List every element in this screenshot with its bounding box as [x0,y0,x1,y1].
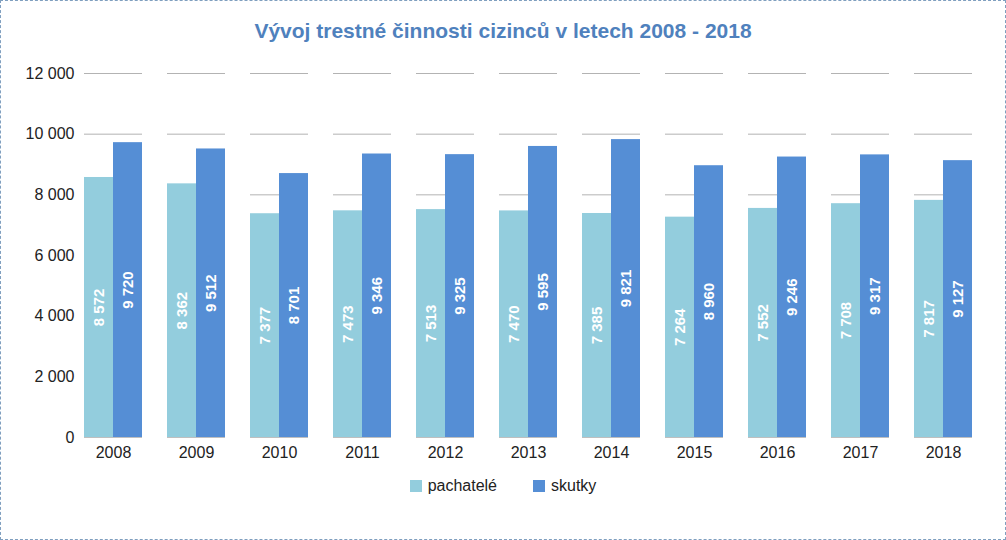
svg-text:2014: 2014 [594,444,630,461]
svg-text:9 325: 9 325 [451,277,468,315]
svg-text:8 572: 8 572 [90,289,107,327]
svg-text:9 127: 9 127 [949,280,966,318]
svg-text:9 595: 9 595 [534,273,551,311]
html-text:Vývoj trestné činnosti cizinců: Vývoj trestné činnosti cizinců v letech … [254,19,752,42]
svg-text:9 246: 9 246 [783,278,800,316]
svg-text:2010: 2010 [262,444,298,461]
svg-text:9 821: 9 821 [617,270,634,308]
svg-text:7 513: 7 513 [422,305,439,343]
svg-text:2011: 2011 [345,444,380,461]
svg-text:8 701: 8 701 [285,287,302,325]
svg-text:6 000: 6 000 [34,247,74,264]
html-text:skutky: skutky [551,477,597,494]
svg-text:2016: 2016 [760,444,796,461]
svg-text:2012: 2012 [428,444,464,461]
svg-text:7 708: 7 708 [837,302,854,340]
svg-text:7 817: 7 817 [920,300,937,338]
svg-text:7 470: 7 470 [505,305,522,343]
svg-text:7 473: 7 473 [339,305,356,343]
svg-text:4 000: 4 000 [34,307,74,324]
svg-text:12 000: 12 000 [26,65,75,82]
html-text:pachatelé: pachatelé [427,477,497,494]
svg-text:8 000: 8 000 [34,186,74,203]
svg-text:8 362: 8 362 [173,292,190,330]
svg-text:9 512: 9 512 [202,274,219,312]
svg-text:7 264: 7 264 [671,308,688,346]
svg-text:7 385: 7 385 [588,307,605,345]
svg-text:0: 0 [66,429,75,446]
svg-text:9 720: 9 720 [119,271,136,309]
svg-text:2015: 2015 [677,444,713,461]
svg-text:2018: 2018 [926,444,962,461]
svg-text:2017: 2017 [843,444,879,461]
svg-text:2 000: 2 000 [34,368,74,385]
svg-text:2009: 2009 [179,444,215,461]
svg-text:10 000: 10 000 [26,125,75,142]
svg-text:2013: 2013 [511,444,547,461]
svg-text:9 317: 9 317 [866,277,883,315]
svg-text:9 346: 9 346 [368,277,385,315]
svg-text:7 377: 7 377 [256,307,273,345]
svg-text:7 552: 7 552 [754,304,771,342]
svg-text:2008: 2008 [96,444,132,461]
svg-text:8 960: 8 960 [700,283,717,321]
